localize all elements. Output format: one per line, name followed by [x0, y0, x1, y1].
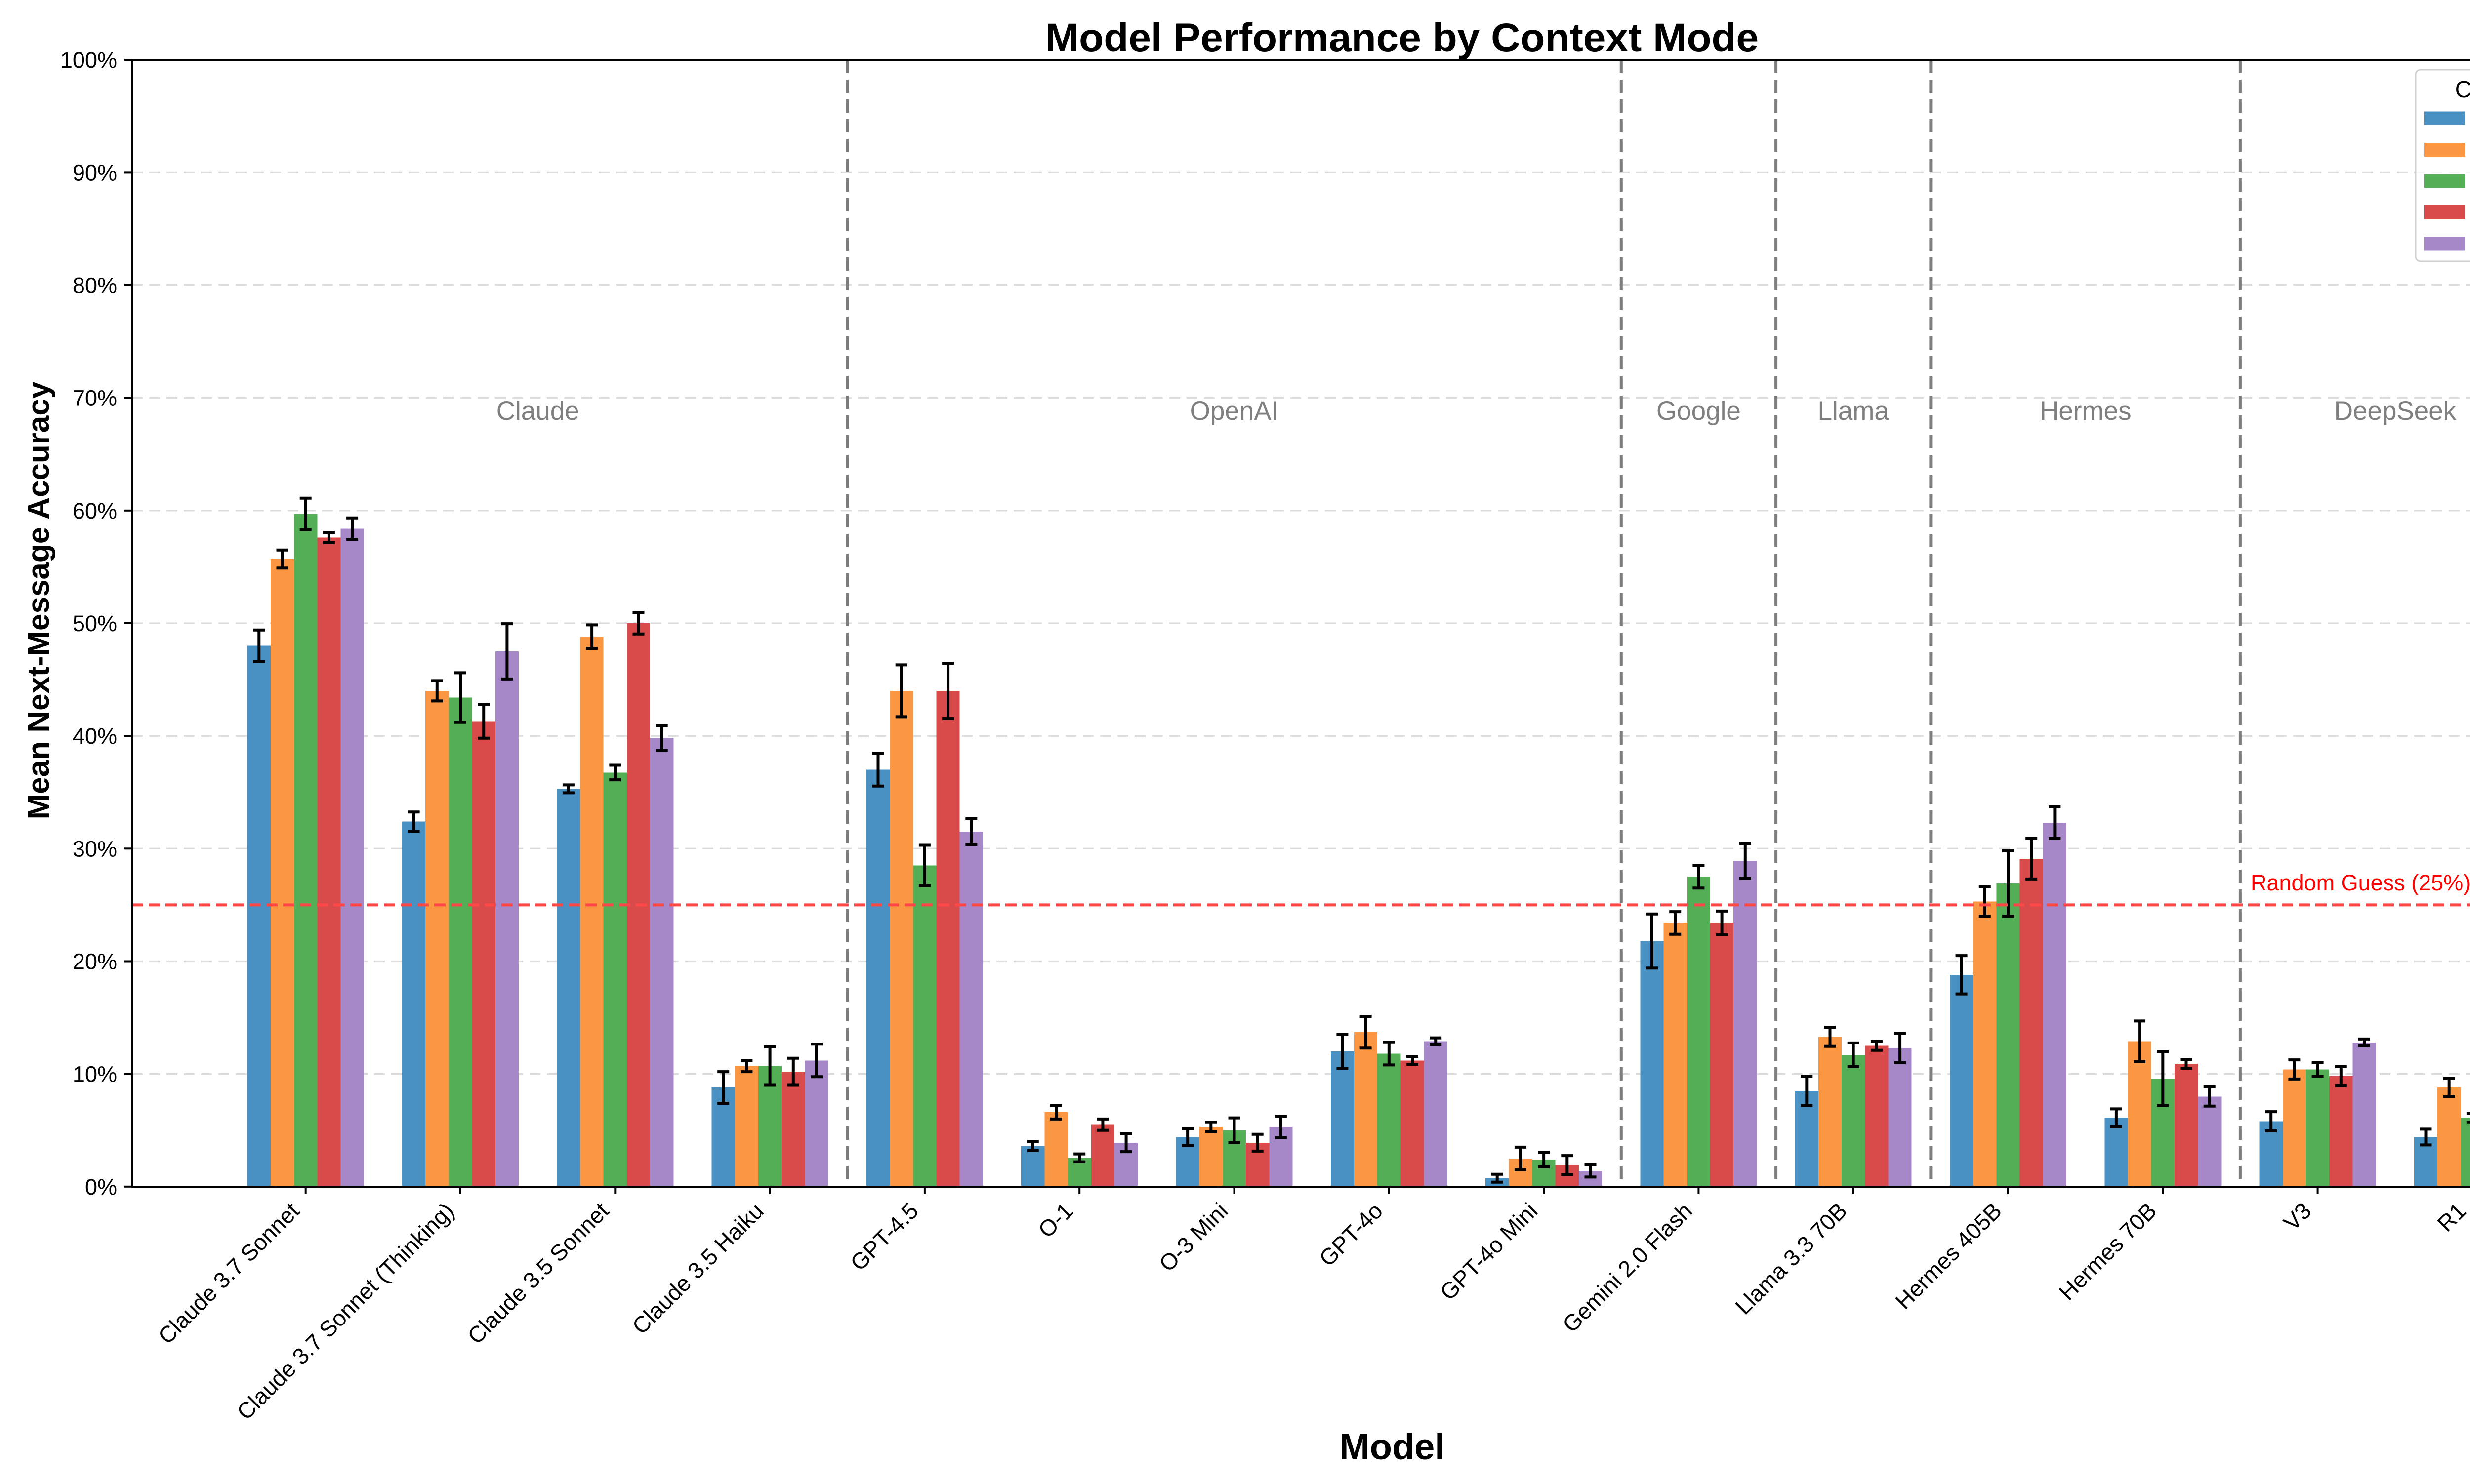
svg-text:80%: 80% [73, 273, 117, 298]
svg-text:50%: 50% [73, 611, 117, 636]
svg-text:Context Mode: Context Mode [2455, 77, 2470, 102]
svg-text:40%: 40% [73, 723, 117, 749]
svg-text:90%: 90% [73, 160, 117, 185]
svg-text:Mean Next-Message Accuracy: Mean Next-Message Accuracy [22, 381, 56, 819]
svg-text:30%: 30% [73, 836, 117, 861]
svg-text:60%: 60% [73, 498, 117, 523]
svg-text:10%: 10% [73, 1062, 117, 1087]
svg-text:0%: 0% [85, 1174, 117, 1200]
svg-text:70%: 70% [73, 386, 117, 411]
svg-text:Random Guess (25%): Random Guess (25%) [2251, 870, 2470, 895]
svg-text:20%: 20% [73, 949, 117, 974]
svg-text:DeepSeek: DeepSeek [2334, 397, 2457, 426]
svg-text:Llama: Llama [1818, 397, 1890, 426]
svg-text:Model Performance by Context M: Model Performance by Context Mode [1045, 15, 1759, 60]
svg-text:OpenAI: OpenAI [1190, 397, 1279, 426]
svg-text:Google: Google [1656, 397, 1741, 426]
svg-text:100%: 100% [60, 47, 117, 73]
svg-text:Hermes: Hermes [2040, 397, 2132, 426]
svg-text:Claude: Claude [496, 397, 579, 426]
svg-text:Model: Model [1339, 1426, 1445, 1467]
